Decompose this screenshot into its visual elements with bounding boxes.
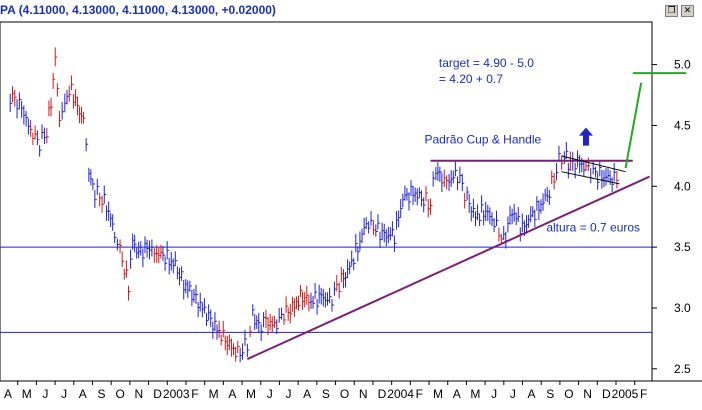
x-tick-label: N <box>135 387 144 401</box>
x-tick-label: A <box>453 387 461 401</box>
ohlc-readout: (4.11000, 4.13000, 4.11000, 4.13000, +0.… <box>18 3 276 17</box>
security-name: PA <box>0 3 16 17</box>
x-tick-label: D <box>378 387 387 401</box>
x-tick-label: M <box>433 387 443 401</box>
x-tick-label: A <box>303 387 311 401</box>
x-tick-label: J <box>42 387 48 401</box>
x-tick-label: A <box>79 387 87 401</box>
x-tick-label: 2004 <box>387 387 414 401</box>
y-tick-label: 3.5 <box>674 240 691 254</box>
plot-area <box>0 21 653 382</box>
chart-annotation: target = 4.90 - 5.0 <box>439 56 534 70</box>
x-tick-label: N <box>359 387 368 401</box>
trendline <box>561 171 620 185</box>
y-tick-label: 2.5 <box>674 362 691 376</box>
x-tick-label: J <box>491 387 497 401</box>
x-tick-label: J <box>285 387 291 401</box>
x-tick-label: O <box>564 387 573 401</box>
trendline <box>246 175 651 361</box>
trendline <box>561 155 626 173</box>
x-tick-label: 2003 <box>163 387 190 401</box>
x-tick-label: A <box>4 387 12 401</box>
x-tick-label: F <box>640 387 647 401</box>
chart-annotation: altura = 0.7 euros <box>546 220 640 234</box>
x-tick-label: O <box>340 387 349 401</box>
restore-window-icon[interactable]: ❐ <box>665 5 678 17</box>
chart-annotation: Padrão Cup & Handle <box>424 133 541 147</box>
x-tick-label: J <box>267 387 273 401</box>
y-tick-label: 5.0 <box>674 58 691 72</box>
x-tick-label: D <box>153 387 162 401</box>
close-window-icon[interactable]: ✕ <box>681 5 694 17</box>
x-tick-label: J <box>61 387 67 401</box>
y-tick-label: 4.0 <box>674 179 691 193</box>
x-tick-label: F <box>191 387 198 401</box>
x-tick-label: J <box>510 387 516 401</box>
x-tick-label: A <box>528 387 536 401</box>
x-tick-label: M <box>22 387 32 401</box>
x-tick-label: O <box>116 387 125 401</box>
x-tick-label: N <box>583 387 592 401</box>
x-tick-label: S <box>546 387 554 401</box>
x-tick-label: A <box>228 387 236 401</box>
y-tick-label: 4.5 <box>674 118 691 132</box>
trendline <box>624 82 643 169</box>
x-tick-label: F <box>416 387 423 401</box>
up-arrow-icon <box>578 127 593 146</box>
chart-annotation: = 4.20 + 0.7 <box>439 72 503 86</box>
title-bar: PA (4.11000, 4.13000, 4.11000, 4.13000, … <box>0 0 702 22</box>
y-tick-label: 3.0 <box>674 301 691 315</box>
x-tick-label: S <box>322 387 330 401</box>
x-tick-label: D <box>602 387 611 401</box>
title-text: PA (4.11000, 4.13000, 4.11000, 4.13000, … <box>0 3 276 17</box>
x-tick-label: M <box>470 387 480 401</box>
x-tick-label: S <box>97 387 105 401</box>
x-tick-label: 2005 <box>612 387 639 401</box>
x-tick-label: M <box>246 387 256 401</box>
x-tick-label: M <box>209 387 219 401</box>
